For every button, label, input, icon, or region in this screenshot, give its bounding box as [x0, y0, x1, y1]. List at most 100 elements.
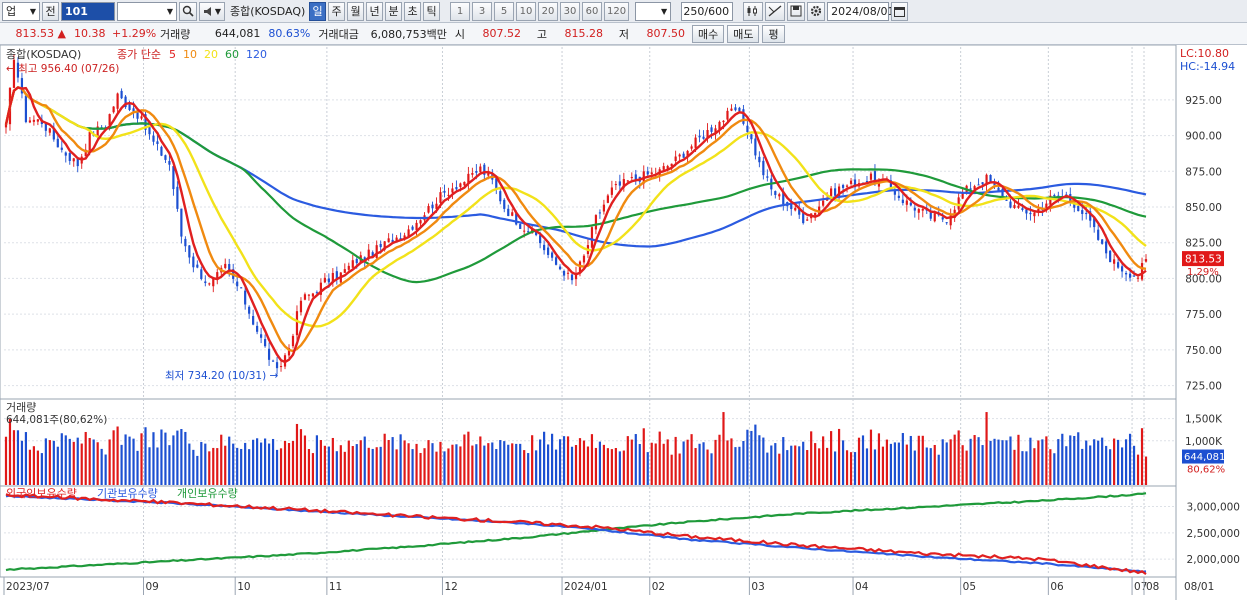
volume-bar [28, 449, 32, 485]
volume-bar [124, 434, 127, 485]
candle-body [64, 152, 67, 156]
candle-body [726, 110, 729, 120]
tab-tick[interactable]: 틱 [423, 1, 440, 21]
candle-body [794, 207, 797, 211]
volume-bar [654, 443, 657, 485]
volume-bar [658, 431, 661, 485]
volume-bar [614, 448, 617, 485]
minute-preset-5[interactable]: 5 [494, 1, 514, 21]
tab-day[interactable]: 일 [309, 1, 326, 21]
minute-preset-30[interactable]: 30 [560, 1, 580, 21]
candle-body [431, 204, 434, 209]
tab-minute[interactable]: 분 [385, 1, 402, 21]
minute-preset-1[interactable]: 1 [450, 1, 470, 21]
sell-button[interactable]: 매도 [727, 24, 760, 43]
save-button[interactable] [787, 1, 806, 21]
candle-body [1017, 205, 1020, 208]
code-dropdown[interactable]: ▼ [117, 1, 177, 21]
count-input[interactable]: 250/600 [681, 1, 734, 21]
crosshair-button[interactable] [743, 1, 764, 21]
candle-body [12, 59, 16, 88]
volume-bar [311, 453, 315, 485]
volume-bar [299, 429, 303, 485]
candle-body [196, 264, 199, 268]
quote-bar: 813.53 ▲ 10.38 +1.29% 거래량 644,081 80.63%… [0, 23, 1247, 45]
speaker-button[interactable]: ▼ [199, 1, 225, 21]
chevron-down-icon: ▼ [29, 6, 36, 16]
candle-body [690, 146, 693, 149]
tools-button[interactable] [765, 1, 786, 21]
candle-body [662, 166, 665, 170]
volume-bar [1077, 432, 1080, 485]
candle-body [957, 197, 960, 210]
candle-body [415, 222, 418, 231]
unit-dropdown[interactable]: ▼ [635, 1, 672, 21]
tab-second[interactable]: 초 [404, 1, 421, 21]
candle-body [897, 195, 900, 198]
volume-bar [1081, 448, 1084, 485]
settings-button[interactable] [807, 1, 826, 21]
tab-week[interactable]: 주 [328, 1, 345, 21]
volume-bar [539, 439, 542, 485]
candle-body [20, 78, 24, 94]
candle-body [1089, 211, 1092, 221]
tab-year[interactable]: 년 [366, 1, 383, 21]
eval-button[interactable]: 평 [762, 24, 785, 43]
candle-body [570, 274, 574, 281]
market-all-button[interactable]: 전 [42, 1, 59, 21]
candle-body [682, 153, 685, 158]
candle-body [315, 292, 319, 294]
minute-preset-60[interactable]: 60 [582, 1, 602, 21]
candle-body [742, 109, 745, 124]
candle-body [981, 182, 984, 185]
volume-bar [1069, 435, 1072, 485]
candle-body [993, 181, 996, 186]
low-annotation: 최저 734.20 (10/31) → [165, 370, 279, 382]
volume-bar [347, 440, 350, 485]
candle-body [56, 138, 59, 148]
candle-body [303, 294, 307, 300]
code-input[interactable]: 101 [61, 1, 115, 21]
minute-preset-20[interactable]: 20 [538, 1, 558, 21]
candle-body [1037, 208, 1040, 212]
candle-body [730, 108, 733, 111]
volume-bar [1041, 439, 1044, 485]
minute-preset-3[interactable]: 3 [472, 1, 492, 21]
volume-bar [287, 443, 291, 485]
volume-bar [618, 451, 621, 485]
date-input[interactable]: 2024/08/01 [827, 1, 895, 21]
calendar-button[interactable] [891, 1, 909, 21]
volume-bar [20, 440, 24, 485]
volume-bar [12, 430, 16, 485]
volume-bar [279, 448, 283, 485]
ma5-line [4, 86, 1147, 364]
search-button[interactable] [179, 1, 197, 21]
candle-body [455, 187, 458, 190]
minute-preset-10[interactable]: 10 [516, 1, 536, 21]
candle-body [180, 208, 183, 237]
volume-bar [730, 438, 733, 485]
candle-body [275, 362, 279, 369]
candle-body [590, 227, 594, 248]
candle-body [475, 170, 478, 173]
candle-body [60, 147, 63, 150]
volume-bar [1065, 446, 1068, 485]
minute-preset-120[interactable]: 120 [604, 1, 630, 21]
volume-bar [909, 435, 912, 485]
high-annotation: ← 최고 956.40 (07/26) [6, 63, 119, 75]
volume-bar [650, 442, 653, 485]
candle-body [606, 195, 609, 203]
market-select[interactable]: 업 ▼ [2, 1, 40, 21]
tab-month[interactable]: 월 [347, 1, 364, 21]
candle-body [68, 153, 71, 161]
candle-body [443, 190, 446, 193]
high-value: 815.28 [564, 27, 603, 40]
buy-button[interactable]: 매수 [691, 24, 725, 43]
volume-bar [283, 440, 287, 485]
volume-bar [989, 440, 992, 485]
volume-bar [439, 441, 442, 485]
volume-bar [407, 443, 410, 485]
candle-body [698, 135, 701, 138]
volume-bar [168, 445, 171, 485]
